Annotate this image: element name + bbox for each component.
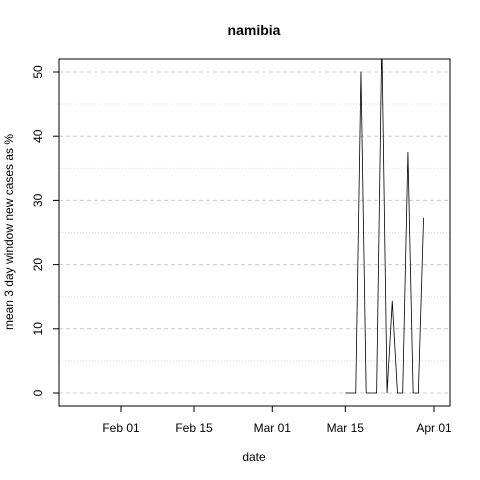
series-line	[345, 59, 424, 394]
y-tick-label: 20	[31, 258, 45, 272]
x-axis-label: date	[242, 450, 266, 464]
plot-area	[58, 58, 451, 407]
y-tick-label: 40	[31, 129, 45, 143]
series-layer	[345, 59, 424, 394]
y-axis: 0 10 20 30 40 50	[31, 65, 59, 396]
chart-title: namibia	[228, 22, 281, 38]
y-axis-label: mean 3 day window new cases as %	[2, 134, 16, 330]
x-tick-label: Mar 01	[254, 421, 292, 435]
x-axis: Feb 01 Feb 15 Mar 01 Mar 15 Apr 01	[102, 406, 452, 435]
x-tick-label: Feb 15	[175, 421, 213, 435]
y-tick-label: 10	[31, 322, 45, 336]
x-tick-label: Mar 15	[327, 421, 365, 435]
x-tick-label: Feb 01	[102, 421, 140, 435]
y-tick-label: 30	[31, 193, 45, 207]
y-tick-label: 0	[31, 389, 45, 396]
grid-layer	[59, 71, 450, 394]
y-tick-label: 50	[31, 65, 45, 79]
x-tick-label: Apr 01	[416, 421, 452, 435]
